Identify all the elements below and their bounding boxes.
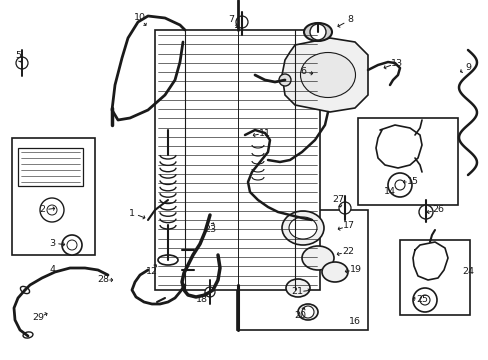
Ellipse shape xyxy=(300,53,355,98)
Circle shape xyxy=(419,295,429,305)
Text: 12: 12 xyxy=(146,266,158,275)
Circle shape xyxy=(47,205,57,215)
Circle shape xyxy=(40,198,64,222)
Text: 17: 17 xyxy=(342,221,354,230)
Text: 24: 24 xyxy=(461,267,473,276)
Circle shape xyxy=(67,240,77,250)
Text: 8: 8 xyxy=(346,15,352,24)
Text: 6: 6 xyxy=(299,68,305,77)
Text: 9: 9 xyxy=(464,63,470,72)
Text: 2: 2 xyxy=(39,206,45,215)
Bar xyxy=(12,138,95,255)
Bar xyxy=(357,118,457,205)
Ellipse shape xyxy=(297,304,317,320)
Text: 14: 14 xyxy=(383,188,395,197)
Text: 13: 13 xyxy=(390,58,402,68)
Text: 22: 22 xyxy=(341,248,353,256)
Bar xyxy=(399,240,469,315)
Circle shape xyxy=(236,16,247,28)
Circle shape xyxy=(62,235,82,255)
Circle shape xyxy=(302,306,313,318)
Ellipse shape xyxy=(304,23,331,41)
Ellipse shape xyxy=(321,262,347,282)
Text: 15: 15 xyxy=(406,177,418,186)
Text: 16: 16 xyxy=(348,318,360,327)
Ellipse shape xyxy=(158,255,178,265)
Bar xyxy=(155,30,319,290)
Ellipse shape xyxy=(288,217,316,239)
Circle shape xyxy=(338,202,350,214)
Circle shape xyxy=(412,288,436,312)
Text: 28: 28 xyxy=(97,275,109,284)
Circle shape xyxy=(418,205,432,219)
Circle shape xyxy=(279,74,290,86)
Bar xyxy=(18,148,83,186)
Circle shape xyxy=(387,173,411,197)
Text: 4: 4 xyxy=(50,266,56,274)
Circle shape xyxy=(16,57,28,69)
Text: 3: 3 xyxy=(49,238,55,248)
Bar xyxy=(237,210,367,330)
Text: 18: 18 xyxy=(196,296,207,305)
Ellipse shape xyxy=(285,279,309,297)
Text: 11: 11 xyxy=(259,129,270,138)
Text: 21: 21 xyxy=(290,288,303,297)
Ellipse shape xyxy=(20,287,29,294)
Text: 27: 27 xyxy=(331,195,343,204)
Text: 29: 29 xyxy=(32,314,44,323)
Text: 20: 20 xyxy=(293,310,305,320)
Circle shape xyxy=(204,287,215,297)
Text: 1: 1 xyxy=(129,208,135,217)
Text: 7: 7 xyxy=(227,15,234,24)
Text: 19: 19 xyxy=(349,266,361,274)
Ellipse shape xyxy=(282,211,324,245)
Ellipse shape xyxy=(23,332,33,338)
Ellipse shape xyxy=(302,246,333,270)
Text: 23: 23 xyxy=(203,225,216,234)
Text: 5: 5 xyxy=(15,50,21,59)
Text: 10: 10 xyxy=(134,13,146,22)
Polygon shape xyxy=(282,38,367,112)
Circle shape xyxy=(309,24,325,40)
Text: 26: 26 xyxy=(431,206,443,215)
Text: 25: 25 xyxy=(415,296,427,305)
Circle shape xyxy=(394,180,404,190)
